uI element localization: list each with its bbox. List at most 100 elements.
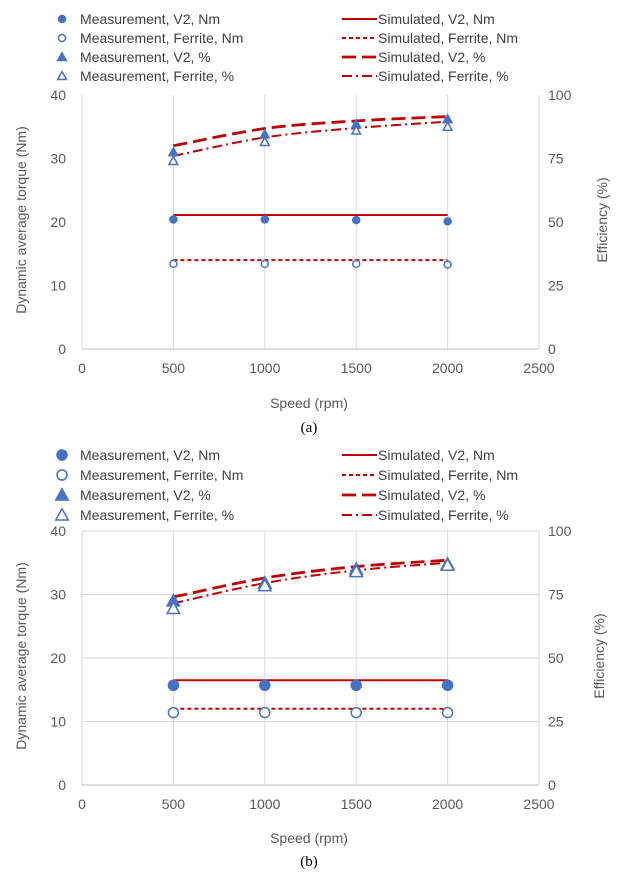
y2-tick-label: 25 bbox=[548, 278, 564, 294]
x-tick-label: 2500 bbox=[523, 796, 554, 812]
legend-label: Measurement, V2, Nm bbox=[80, 11, 220, 27]
y2-tick-label: 25 bbox=[548, 714, 564, 730]
data-point-filled-circle bbox=[260, 215, 270, 224]
legend-item: Simulated, Ferrite, % bbox=[342, 507, 509, 523]
y-tick-label: 30 bbox=[50, 587, 66, 603]
data-point-filled-circle bbox=[351, 215, 361, 225]
chart-panel-a: Measurement, V2, Nm Simulated, V2, Nm Meas… bbox=[13, 11, 610, 436]
legend-marker bbox=[56, 449, 68, 461]
y2-tick-label: 50 bbox=[548, 650, 564, 666]
legend-item: Simulated, Ferrite, Nm bbox=[342, 30, 518, 46]
y-axis-title: Dynamic average torque (Nm) bbox=[13, 126, 29, 314]
legend-label: Simulated, V2, % bbox=[378, 49, 485, 65]
legend-item: Measurement, V2, Nm bbox=[57, 11, 220, 27]
data-point-open-circle bbox=[167, 706, 180, 719]
data-point-open-triangle bbox=[167, 155, 180, 166]
data-point-filled-triangle bbox=[167, 146, 180, 157]
series-line-long-dash bbox=[173, 115, 448, 148]
legend: Measurement, V2, Nm Simulated, V2, Nm Meas… bbox=[56, 11, 518, 84]
y2-tick-label: 0 bbox=[548, 777, 556, 793]
legend-item: Simulated, V2, % bbox=[342, 487, 485, 503]
y2-tick-label: 0 bbox=[548, 341, 556, 357]
y2-axis-title: Efficiency (%) bbox=[594, 177, 610, 262]
x-tick-label: 2000 bbox=[432, 360, 463, 376]
data-point-open-circle bbox=[443, 260, 452, 269]
legend-marker bbox=[54, 507, 70, 521]
series-line-dash-dot bbox=[173, 120, 448, 157]
legend: Measurement, V2, Nm Simulated, V2, Nm Meas… bbox=[54, 447, 518, 523]
y2-tick-label: 75 bbox=[548, 151, 564, 167]
data-point-filled-circle bbox=[350, 679, 362, 692]
legend-item: Measurement, V2, % bbox=[54, 487, 211, 503]
series-line-long-dash bbox=[173, 558, 448, 599]
y2-tick-label: 50 bbox=[548, 214, 564, 230]
data-point-open-triangle bbox=[440, 557, 456, 572]
legend-label: Measurement, Ferrite, % bbox=[80, 507, 234, 523]
caption: (b) bbox=[300, 854, 318, 870]
legend-item: Measurement, Ferrite, % bbox=[54, 507, 234, 523]
y-tick-label: 20 bbox=[50, 214, 66, 230]
data-point-open-triangle bbox=[259, 136, 271, 147]
data-point-filled-circle bbox=[443, 217, 452, 226]
legend-item: Simulated, V2, % bbox=[342, 49, 485, 65]
data-point-open-circle bbox=[260, 259, 270, 269]
x-axis-title: Speed (rpm) bbox=[270, 395, 348, 411]
legend-item: Simulated, V2, Nm bbox=[342, 447, 495, 463]
y2-tick-label: 100 bbox=[548, 87, 572, 103]
y2-tick-label: 100 bbox=[548, 523, 572, 539]
legend-item: Measurement, V2, Nm bbox=[56, 447, 220, 463]
x-tick-label: 2000 bbox=[432, 796, 463, 812]
legend-label: Measurement, Ferrite, % bbox=[80, 68, 234, 84]
legend-marker bbox=[56, 469, 68, 481]
plot-area: 0 500 1000 1500 2000 2500 0 10 20 30 40 0 25 50 75 100 bbox=[50, 523, 571, 812]
x-tick-label: 2500 bbox=[523, 360, 554, 376]
legend-item: Measurement, Ferrite, Nm bbox=[57, 30, 243, 46]
legend-marker bbox=[57, 14, 67, 24]
legend-marker bbox=[57, 33, 67, 43]
x-tick-label: 1500 bbox=[341, 360, 372, 376]
x-tick-label: 1000 bbox=[249, 360, 280, 376]
data-point-filled-circle bbox=[259, 679, 271, 692]
legend-label: Measurement, V2, Nm bbox=[80, 447, 220, 463]
legend-item: Simulated, V2, Nm bbox=[342, 11, 495, 27]
y-tick-label: 10 bbox=[50, 278, 66, 294]
x-tick-label: 500 bbox=[162, 360, 186, 376]
x-axis-title: Speed (rpm) bbox=[270, 830, 348, 846]
data-point-open-circle bbox=[350, 706, 362, 719]
x-tick-label: 1000 bbox=[249, 796, 280, 812]
legend-label: Simulated, V2, % bbox=[378, 487, 485, 503]
legend-item: Simulated, Ferrite, Nm bbox=[342, 467, 518, 483]
y-axis-title: Dynamic average torque (Nm) bbox=[13, 562, 29, 750]
x-tick-label: 0 bbox=[78, 796, 86, 812]
y-tick-label: 20 bbox=[50, 650, 66, 666]
legend-label: Simulated, Ferrite, Nm bbox=[378, 30, 518, 46]
data-point-filled-circle bbox=[441, 679, 454, 692]
data-point-open-circle bbox=[441, 706, 454, 719]
data-point-open-triangle bbox=[257, 577, 273, 592]
caption: (a) bbox=[301, 420, 318, 436]
series-line-dash-dot bbox=[173, 561, 448, 605]
y-tick-label: 30 bbox=[50, 151, 66, 167]
y-tick-label: 0 bbox=[58, 777, 66, 793]
data-point-open-triangle bbox=[350, 124, 362, 135]
legend-label: Measurement, Ferrite, Nm bbox=[80, 467, 243, 483]
legend-label: Simulated, V2, Nm bbox=[378, 447, 495, 463]
data-point-open-circle bbox=[259, 706, 271, 719]
x-tick-label: 1500 bbox=[341, 796, 372, 812]
legend-label: Simulated, V2, Nm bbox=[378, 11, 495, 27]
x-tick-label: 0 bbox=[78, 360, 86, 376]
legend-label: Measurement, V2, % bbox=[80, 487, 211, 503]
legend-label: Simulated, Ferrite, % bbox=[378, 68, 509, 84]
legend-item: Measurement, Ferrite, % bbox=[56, 68, 234, 84]
y2-axis-title: Efficiency (%) bbox=[591, 613, 607, 698]
x-tick-label: 500 bbox=[162, 796, 186, 812]
legend-item: Measurement, Ferrite, Nm bbox=[56, 467, 243, 483]
legend-label: Measurement, V2, % bbox=[80, 49, 211, 65]
y-tick-label: 10 bbox=[50, 714, 66, 730]
data-point-open-triangle bbox=[348, 563, 364, 578]
chart-panel-b: Measurement, V2, Nm Simulated, V2, Nm Meas… bbox=[13, 447, 607, 870]
data-point-open-circle bbox=[169, 259, 178, 269]
legend-label: Simulated, Ferrite, Nm bbox=[378, 467, 518, 483]
